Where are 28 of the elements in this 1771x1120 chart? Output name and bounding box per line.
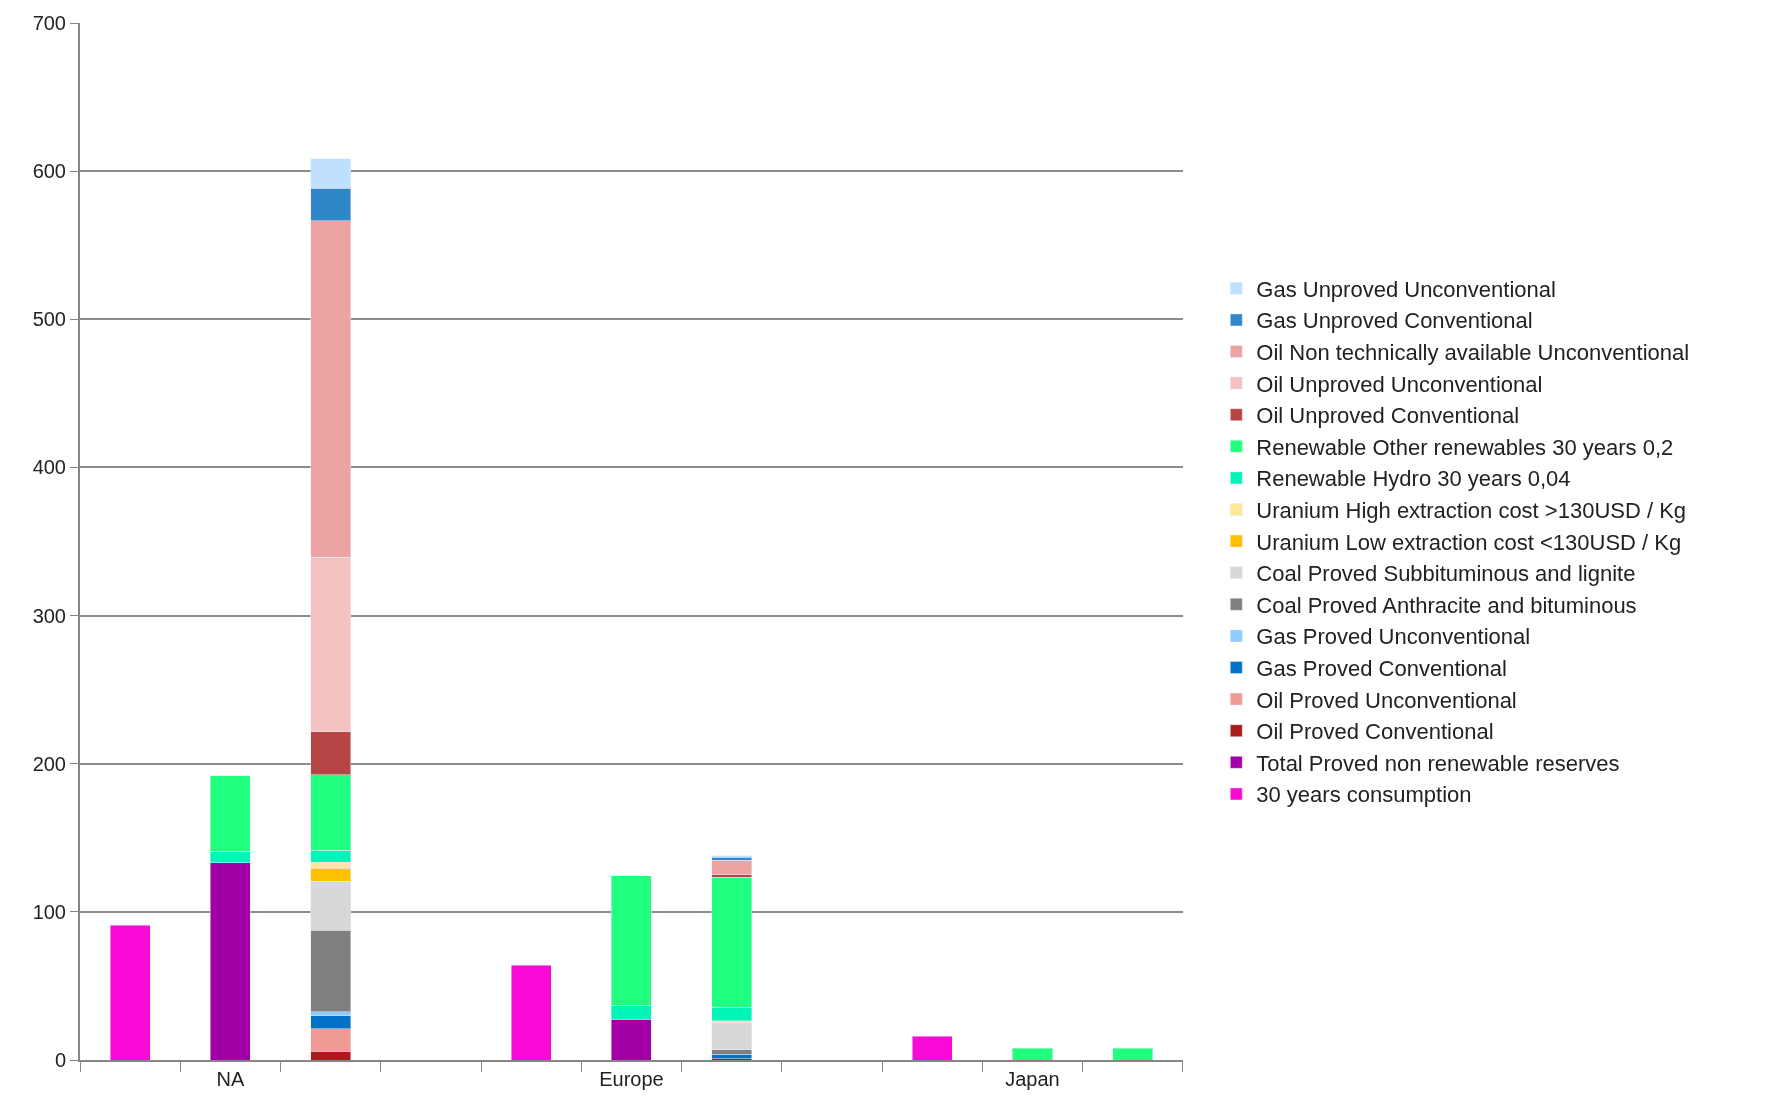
x-tick-label: Europe <box>599 1068 664 1090</box>
y-tick-label: 0 <box>54 1049 66 1071</box>
legend-label: Gas Proved Unconventional <box>1256 624 1531 650</box>
x-tick-label: Japan <box>1005 1068 1060 1090</box>
y-tick-label: 400 <box>32 456 66 479</box>
legend-label: Gas Unproved Unconventional <box>1256 276 1556 302</box>
legend-label: Renewable Other renewables 30 years 0,2 <box>1256 434 1674 460</box>
y-tick-label: 600 <box>32 160 66 183</box>
legend-label: 30 years consumption <box>1256 782 1472 808</box>
y-tick-label: 700 <box>32 12 66 34</box>
legend-label: Renewable Hydro 30 years 0,04 <box>1256 466 1571 492</box>
legend-label: Coal Proved Anthracite and bituminous <box>1256 592 1637 618</box>
legend-label: Oil Proved Unconventional <box>1256 687 1517 713</box>
y-tick-label: 200 <box>32 752 66 775</box>
x-tick-label: NA <box>216 1068 245 1090</box>
legend-label: Oil Non technically available Unconventional <box>1256 340 1690 366</box>
legend-label: Oil Proved Conventional <box>1256 719 1494 745</box>
y-tick-label: 300 <box>32 604 66 627</box>
legend-label: Coal Proved Subbituminous and lignite <box>1256 561 1636 587</box>
legend-label: Total Proved non renewable reserves <box>1256 750 1620 776</box>
legend-label: Gas Proved Conventional <box>1256 656 1507 682</box>
legend-label: Uranium Low extraction cost <130USD / Kg <box>1256 529 1682 555</box>
legend-label: Uranium High extraction cost >130USD / Kg <box>1256 498 1687 524</box>
legend-label: Gas Unproved Conventional <box>1256 308 1533 334</box>
legend-label: Oil Unproved Unconventional <box>1256 371 1543 397</box>
y-tick-label: 100 <box>32 900 66 923</box>
y-tick-label: 500 <box>32 308 66 331</box>
legend-label: Oil Unproved Conventional <box>1256 403 1520 429</box>
